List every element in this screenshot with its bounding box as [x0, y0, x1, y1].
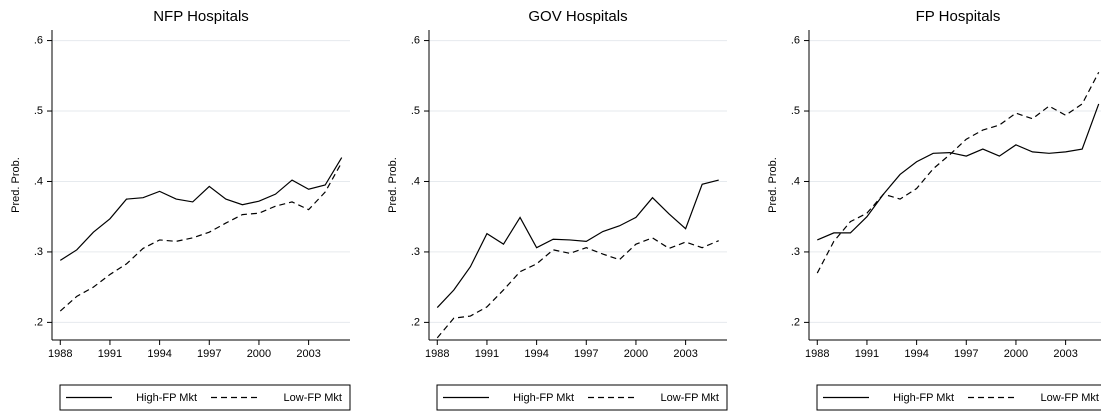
legend-label: High-FP Mkt	[893, 392, 954, 404]
line-series	[59, 162, 343, 312]
x-tick-label: 2000	[624, 348, 648, 360]
legend-label: Low-FP Mkt	[661, 392, 719, 404]
line-series	[436, 179, 719, 309]
x-tick-label: 1997	[197, 348, 221, 360]
y-axis-label: Pred. Prob.	[387, 157, 399, 213]
legend-label: High-FP Mkt	[136, 392, 197, 404]
y-tick-label: .6	[34, 34, 43, 46]
y-tick-label: .6	[791, 34, 800, 46]
legend: High-FP Mkt Low-FP Mkt	[59, 384, 351, 411]
x-tick-label: 1988	[48, 348, 72, 360]
x-tick-label: 1994	[147, 348, 171, 360]
y-axis-label: Pred. Prob.	[767, 157, 779, 213]
y-tick-label: .4	[34, 175, 43, 187]
x-tick-label: 1988	[805, 348, 829, 360]
line-series	[816, 71, 1100, 274]
y-tick-label: .3	[791, 246, 800, 258]
y-tick-label: .5	[34, 105, 43, 117]
y-tick-label: .6	[411, 34, 420, 46]
y-tick-label: .2	[411, 316, 420, 328]
x-tick-label: 1991	[98, 348, 122, 360]
plot-area	[52, 30, 350, 340]
plot-area	[809, 30, 1101, 340]
y-tick-label: .4	[411, 175, 420, 187]
panel: FP Hospitals .2 .3 .4 .5 .6 Pred. Prob. 1988 199…	[767, 8, 1101, 411]
legend-label: High-FP Mkt	[513, 392, 574, 404]
chart-title: FP Hospitals	[916, 8, 1001, 25]
line-series	[59, 157, 343, 261]
legend: High-FP Mkt Low-FP Mkt	[816, 384, 1101, 411]
x-tick-label: 1997	[574, 348, 598, 360]
y-tick-label: .5	[411, 105, 420, 117]
x-tick-label: 2003	[296, 348, 320, 360]
line-series	[436, 237, 719, 339]
y-axis-label: Pred. Prob.	[10, 157, 22, 213]
y-tick-label: .2	[34, 316, 43, 328]
x-tick-label: 2003	[1053, 348, 1077, 360]
line-series	[817, 103, 1100, 241]
legend-label: Low-FP Mkt	[1041, 392, 1099, 404]
y-tick-label: .5	[791, 105, 800, 117]
legend-label: Low-FP Mkt	[284, 392, 342, 404]
chart-title: GOV Hospitals	[528, 8, 627, 25]
x-tick-label: 1991	[475, 348, 499, 360]
panel: GOV Hospitals .2 .3 .4 .5 .6 Pred. Prob. 1988 19…	[387, 8, 728, 411]
x-tick-label: 2000	[247, 348, 271, 360]
x-tick-label: 2000	[1004, 348, 1028, 360]
chart-title: NFP Hospitals	[153, 8, 249, 25]
y-tick-label: .3	[411, 246, 420, 258]
y-tick-label: .3	[34, 246, 43, 258]
x-tick-label: 1991	[855, 348, 879, 360]
y-tick-label: .4	[791, 175, 800, 187]
x-tick-label: 1994	[904, 348, 928, 360]
plot-area	[429, 30, 727, 340]
panel: NFP Hospitals .2 .3 .4 .5 .6 Pred. Prob. 1988 19…	[10, 8, 351, 411]
legend: High-FP Mkt Low-FP Mkt	[436, 384, 728, 411]
x-tick-label: 1988	[425, 348, 449, 360]
x-tick-label: 1994	[524, 348, 548, 360]
x-tick-label: 1997	[954, 348, 978, 360]
x-tick-label: 2003	[673, 348, 697, 360]
y-tick-label: .2	[791, 316, 800, 328]
